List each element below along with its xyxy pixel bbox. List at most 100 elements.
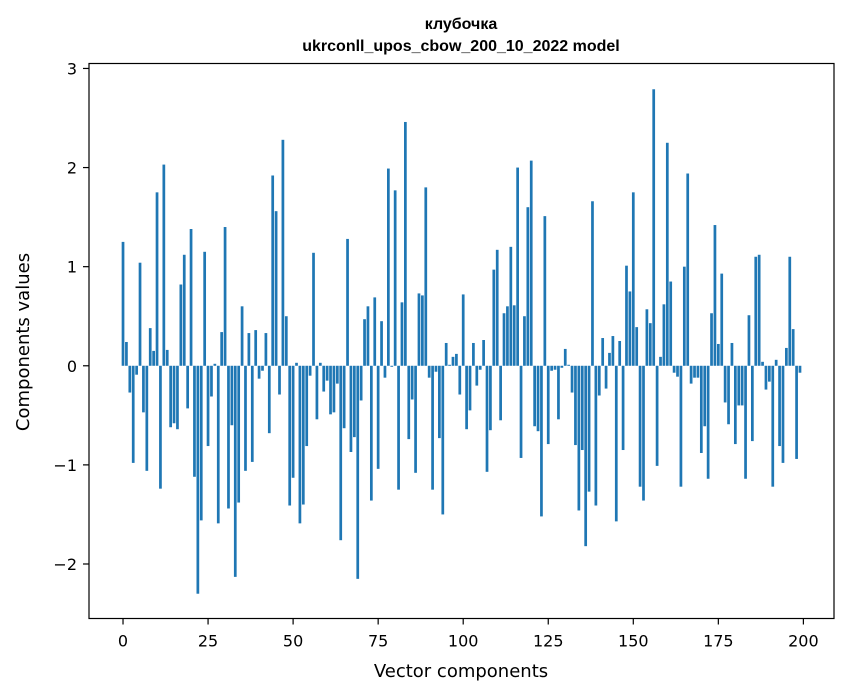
bar-104 <box>475 365 479 386</box>
y-tick-label: −2 <box>53 555 77 574</box>
x-tick-label: 75 <box>368 632 388 651</box>
bar-61 <box>329 365 332 415</box>
bar-81 <box>397 365 400 490</box>
bar-78 <box>387 168 390 366</box>
bar-82 <box>400 302 404 366</box>
bar-36 <box>244 365 247 471</box>
y-tick-label: −1 <box>53 456 77 475</box>
bar-122 <box>536 365 540 432</box>
bar-115 <box>512 305 516 366</box>
bar-163 <box>676 365 679 377</box>
bar-150 <box>631 192 635 366</box>
bar-87 <box>417 293 421 366</box>
bar-86 <box>414 365 417 473</box>
bar-151 <box>635 327 639 366</box>
bar-75 <box>376 365 380 469</box>
bar-183 <box>744 365 747 479</box>
bar-124 <box>543 216 547 366</box>
bar-105 <box>478 365 482 370</box>
bar-103 <box>472 342 475 366</box>
bar-157 <box>655 365 659 466</box>
bar-63 <box>335 365 339 384</box>
x-tick-label: 0 <box>118 632 128 651</box>
bar-73 <box>369 365 373 501</box>
bar-54 <box>305 365 309 447</box>
bar-51 <box>295 362 298 366</box>
bar-126 <box>550 365 554 371</box>
y-tick-label: 2 <box>67 159 77 178</box>
bar-145 <box>614 365 618 522</box>
bar-14 <box>169 365 173 428</box>
bar-101 <box>465 365 468 430</box>
bar-19 <box>186 365 190 409</box>
bar-180 <box>733 365 737 445</box>
bar-191 <box>771 365 775 487</box>
bar-27 <box>213 363 217 366</box>
bar-165 <box>682 266 686 366</box>
bar-197 <box>791 329 795 366</box>
bar-20 <box>189 229 193 366</box>
bar-121 <box>533 365 536 427</box>
bar-177 <box>723 365 727 403</box>
bar-35 <box>240 306 244 366</box>
y-tick-label: 3 <box>67 59 77 78</box>
bar-167 <box>689 365 693 384</box>
bar-33 <box>233 365 237 577</box>
bar-110 <box>495 249 499 366</box>
bar-37 <box>247 333 251 366</box>
bar-178 <box>727 365 730 425</box>
bar-116 <box>516 167 519 366</box>
bar-131 <box>567 364 571 366</box>
bar-46 <box>278 365 281 395</box>
bar-96 <box>448 364 451 366</box>
bar-139 <box>594 365 598 506</box>
bar-91 <box>431 365 434 490</box>
bar-198 <box>795 365 798 459</box>
x-tick-label: 175 <box>703 632 734 651</box>
bar-166 <box>686 173 690 366</box>
bar-41 <box>261 365 264 371</box>
bar-111 <box>499 365 502 421</box>
bar-135 <box>580 365 584 451</box>
bar-48 <box>284 316 288 366</box>
bar-1 <box>125 341 128 366</box>
bar-128 <box>557 365 560 420</box>
bar-0 <box>121 241 125 366</box>
bar-187 <box>757 254 761 366</box>
bar-72 <box>366 306 370 366</box>
bar-55 <box>308 365 312 376</box>
bar-195 <box>785 347 788 366</box>
bar-176 <box>720 273 724 366</box>
bar-112 <box>502 313 506 366</box>
bar-140 <box>597 365 601 396</box>
bar-90 <box>427 365 431 378</box>
bar-88 <box>421 295 424 366</box>
bar-179 <box>730 342 734 366</box>
bar-119 <box>526 207 530 366</box>
x-axis-ticks: 0 25 50 75 100 125 150 175 200 <box>118 618 819 651</box>
bar-94 <box>441 365 445 515</box>
bar-199 <box>798 365 802 373</box>
bar-42 <box>264 333 268 366</box>
bar-71 <box>363 319 366 366</box>
bar-21 <box>193 365 196 477</box>
bar-100 <box>461 294 465 366</box>
bar-190 <box>768 365 771 382</box>
x-tick-label: 150 <box>618 632 649 651</box>
bar-7 <box>145 365 149 471</box>
bar-160 <box>665 142 669 366</box>
bar-129 <box>560 365 564 368</box>
bar-134 <box>577 365 581 511</box>
bar-6 <box>142 365 145 413</box>
bar-142 <box>604 365 608 389</box>
bar-172 <box>706 365 710 479</box>
bar-149 <box>628 291 632 366</box>
bar-83 <box>404 121 407 366</box>
bar-8 <box>148 328 152 366</box>
bar-85 <box>410 365 414 400</box>
bar-141 <box>601 338 605 366</box>
bar-143 <box>608 352 611 366</box>
bar-188 <box>761 361 764 366</box>
bar-79 <box>390 365 394 367</box>
